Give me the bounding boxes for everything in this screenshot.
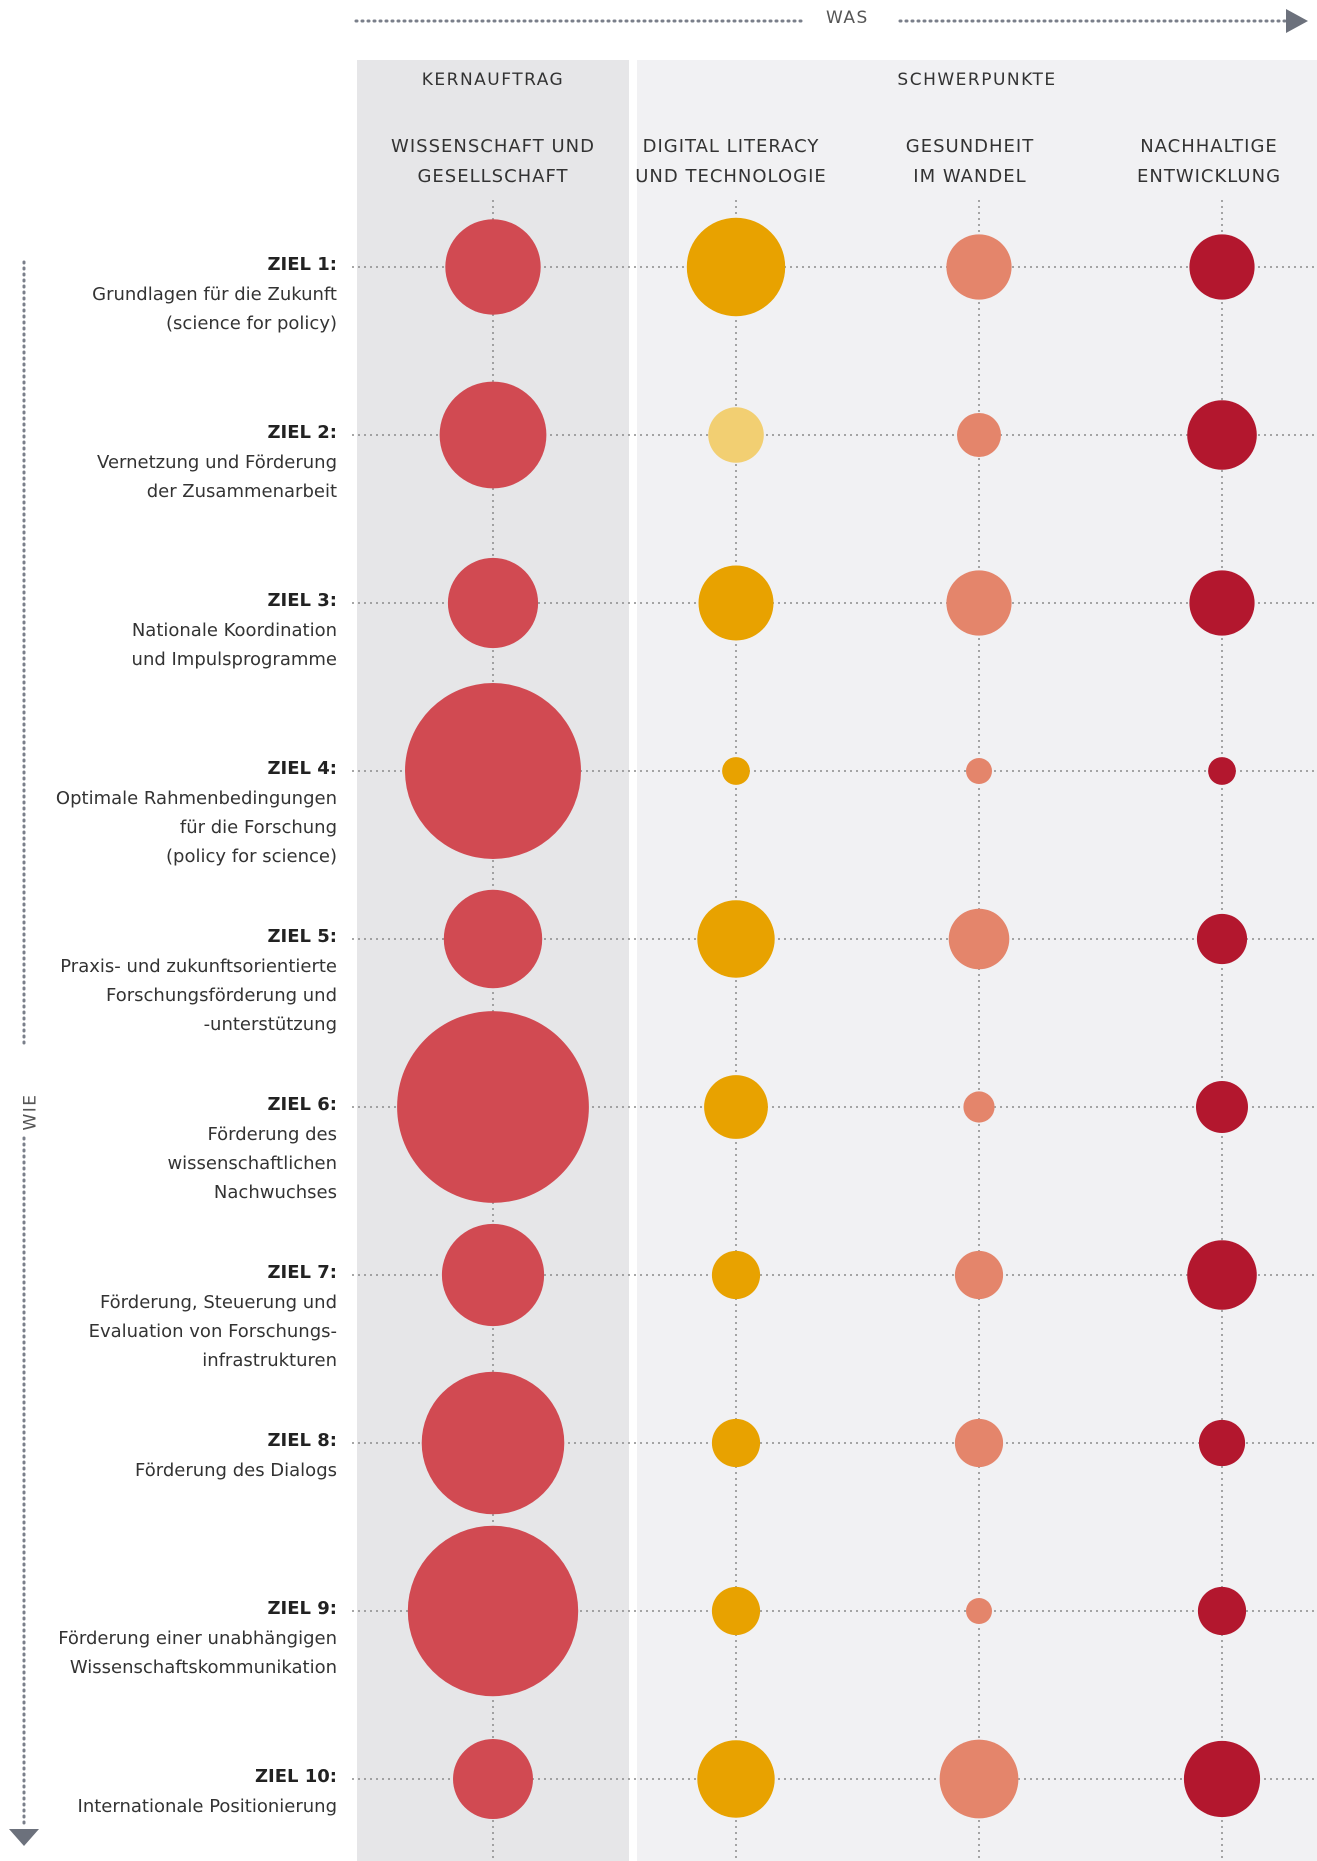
bubble-ziel7-col4 <box>1187 1240 1257 1310</box>
bubble-ziel6-col1 <box>397 1011 589 1203</box>
bubble-ziel10-col1 <box>453 1739 533 1819</box>
bubble-ziel7-col1 <box>441 1223 545 1327</box>
bubble-ziel6-col4 <box>1196 1081 1248 1133</box>
row-description: Internationale Positionierung <box>77 1796 337 1817</box>
bubble-ziel1-col2 <box>686 217 786 317</box>
bubble-ziel9-col3 <box>966 1598 992 1624</box>
bubble-ziel10-col2 <box>697 1740 775 1818</box>
row-title: ZIEL 8: <box>267 1430 337 1451</box>
bubble-ziel2-col4 <box>1187 400 1257 470</box>
row-description: Nationale Koordination und Impulsprogram… <box>131 620 337 670</box>
row-label-ziel-1: ZIEL 1: Grundlagen für die Zukunft (scien… <box>7 250 337 338</box>
bubble-ziel9-col1 <box>407 1525 579 1697</box>
was-arrow-head-icon <box>1286 9 1308 33</box>
bubble-ziel5-col2 <box>697 900 775 978</box>
axis-label-was: WAS <box>826 8 869 28</box>
group-label-schwerpunkte: SCHWERPUNKTE <box>897 70 1057 90</box>
row-description: Grundlagen für die Zukunft (science for … <box>92 284 337 334</box>
row-label-ziel-6: ZIEL 6: Förderung des wissenschaftlichen … <box>7 1090 337 1207</box>
column-label-gesundheit: GESUNDHEIT IM WANDEL <box>905 136 1035 187</box>
bubble-ziel4-col4 <box>1208 757 1236 785</box>
row-description: Optimale Rahmenbedingungen für die Forsc… <box>55 788 337 867</box>
bubble-ziel5-col1 <box>443 889 543 989</box>
row-title: ZIEL 1: <box>267 254 337 275</box>
row-label-ziel-4: ZIEL 4: Optimale Rahmenbedingungen für di… <box>7 754 337 871</box>
bubble-ziel8-col4 <box>1198 1419 1246 1467</box>
bubble-ziel2-col2 <box>708 407 764 463</box>
bubble-ziel1-col3 <box>946 234 1012 300</box>
row-label-ziel-2: ZIEL 2: Vernetzung und Förderung der Zusa… <box>7 418 337 506</box>
wie-arrow-head-icon <box>9 1829 39 1846</box>
row-title: ZIEL 4: <box>267 758 337 779</box>
bubble-ziel7-col2 <box>711 1250 761 1300</box>
row-label-ziel-5: ZIEL 5: Praxis- und zukunftsorientierte F… <box>7 922 337 1039</box>
bubble-ziel10-col3 <box>939 1739 1019 1819</box>
row-title: ZIEL 5: <box>267 926 337 947</box>
row-label-ziel-3: ZIEL 3: Nationale Koordination und Impuls… <box>7 586 337 674</box>
bubble-ziel2-col1 <box>439 381 547 489</box>
bubble-ziel5-col4 <box>1196 913 1248 965</box>
bubble-ziel8-col3 <box>954 1418 1004 1468</box>
row-description: Förderung des Dialogs <box>135 1460 337 1481</box>
row-description: Praxis- und zukunftsorientierte Forschun… <box>60 956 337 1035</box>
row-label-ziel-9: ZIEL 9: Förderung einer unabhängigen Wiss… <box>7 1594 337 1682</box>
row-title: ZIEL 10: <box>254 1766 337 1787</box>
bubble-ziel2-col3 <box>957 413 1001 457</box>
bubble-ziel8-col1 <box>421 1371 565 1515</box>
bubble-ziel3-col4 <box>1189 570 1255 636</box>
bubble-ziel5-col3 <box>948 908 1010 970</box>
bubble-ziel8-col2 <box>711 1418 761 1468</box>
row-label-ziel-8: ZIEL 8: Förderung des Dialogs <box>7 1426 337 1485</box>
row-label-ziel-7: ZIEL 7: Förderung, Steuerung und Evaluati… <box>7 1258 337 1375</box>
bubble-ziel4-col1 <box>405 683 581 859</box>
bubble-ziel3-col1 <box>447 557 539 649</box>
row-description: Vernetzung und Förderung der Zusammenarb… <box>97 452 337 502</box>
bubble-ziel9-col2 <box>711 1586 761 1636</box>
row-title: ZIEL 3: <box>267 590 337 611</box>
group-label-kernauftrag: KERNAUFTRAG <box>421 70 565 90</box>
row-label-ziel-10: ZIEL 10: Internationale Positionierung <box>7 1762 337 1821</box>
bubble-ziel6-col3 <box>963 1091 995 1123</box>
row-title: ZIEL 9: <box>267 1598 337 1619</box>
column-label-wissenschaft: WISSENSCHAFT UND GESELLSCHAFT <box>391 136 595 187</box>
bubble-ziel9-col4 <box>1197 1586 1247 1636</box>
bubble-ziel1-col4 <box>1189 234 1255 300</box>
bubble-ziel1-col1 <box>445 219 541 315</box>
row-title: ZIEL 2: <box>267 422 337 443</box>
bubble-ziel3-col2 <box>698 565 774 641</box>
bubble-ziel6-col2 <box>704 1075 768 1139</box>
bubble-ziel4-col3 <box>966 758 992 784</box>
bubble-ziel10-col4 <box>1183 1740 1261 1818</box>
row-title: ZIEL 7: <box>267 1262 337 1283</box>
bubble-ziel3-col3 <box>946 570 1012 636</box>
column-label-nachhaltige: NACHHALTIGE ENTWICKLUNG <box>1136 136 1282 187</box>
bubble-ziel7-col3 <box>954 1250 1004 1300</box>
bubble-ziel4-col2 <box>722 757 750 785</box>
row-description: Förderung, Steuerung und Evaluation von … <box>88 1292 337 1371</box>
column-label-digital-literacy: DIGITAL LITERACY UND TECHNOLOGIE <box>635 136 827 187</box>
row-description: Förderung des wissenschaftlichen Nachwuc… <box>167 1124 337 1203</box>
row-description: Förderung einer unabhängigen Wissenschaf… <box>58 1628 337 1678</box>
row-title: ZIEL 6: <box>267 1094 337 1115</box>
